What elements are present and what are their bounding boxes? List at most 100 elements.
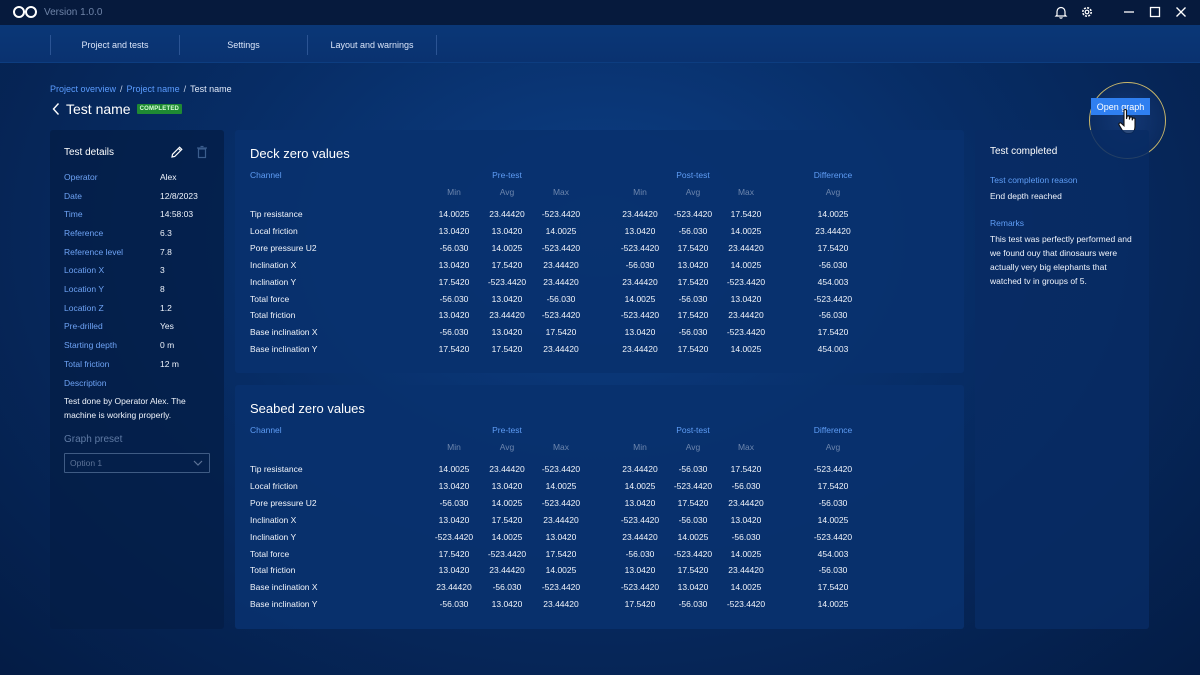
table-cell: 13.0420 [624, 327, 656, 338]
table-cell: 17.5420 [438, 548, 470, 559]
table-cell: -56.030 [625, 259, 655, 270]
table-cell: 17.5420 [438, 276, 470, 287]
table-cell: 14.0025 [491, 242, 523, 253]
notifications-button[interactable] [1052, 3, 1070, 21]
column-subheader: Min [447, 187, 461, 197]
table-row-channel: Local friction [250, 480, 298, 491]
table-cell: 14.0025 [491, 497, 523, 508]
table-cell: 14.0025 [730, 582, 762, 593]
detail-label: Time [64, 209, 83, 219]
detail-row-location-z: Location Z 1.2 [64, 303, 214, 317]
table-cell: 17.5420 [677, 242, 709, 253]
table-cell: -523.4420 [673, 548, 713, 559]
close-button[interactable] [1172, 3, 1190, 21]
table-cell: 13.0420 [438, 225, 470, 236]
detail-label: Location Z [64, 303, 104, 313]
detail-row-starting-depth: Starting depth 0 m [64, 340, 214, 354]
table-cell: -56.030 [818, 497, 848, 508]
table-cell: -56.030 [439, 599, 469, 610]
minimize-button[interactable] [1120, 3, 1138, 21]
completion-reason-label: Test completion reason [990, 175, 1078, 185]
app-version: Version 1.0.0 [44, 7, 103, 18]
table-row-channel: Total friction [250, 565, 296, 576]
table-row-channel: Inclination X [250, 259, 297, 270]
open-graph-button[interactable]: Open graph [1091, 98, 1150, 115]
tab-project-and-tests[interactable]: Project and tests [50, 35, 179, 55]
table-cell: -523.4420 [541, 242, 581, 253]
table-cell: 13.0420 [491, 293, 523, 304]
maximize-button[interactable] [1146, 3, 1164, 21]
table-cell: -523.4420 [620, 242, 660, 253]
table-cell: 13.0420 [438, 514, 470, 525]
table-cell: 14.0025 [624, 480, 656, 491]
table-cell: -523.4420 [673, 209, 713, 219]
breadcrumb-project-name[interactable]: Project name [126, 84, 180, 94]
back-icon[interactable] [52, 102, 60, 116]
table-cell: 17.5420 [624, 599, 656, 610]
table-cell: -56.030 [439, 293, 469, 304]
detail-value: 7.8 [160, 247, 172, 257]
table-cell: 14.0025 [545, 480, 577, 491]
graph-preset-select[interactable]: Option 1 [64, 453, 210, 473]
table-cell: 23.44420 [622, 464, 658, 474]
table-cell: 17.5420 [730, 209, 762, 219]
table-cell: -56.030 [439, 327, 469, 338]
column-subheader: Avg [499, 442, 515, 452]
table-cell: 13.0420 [730, 514, 762, 525]
test-details-title: Test details [64, 147, 115, 158]
infinity-logo-icon [13, 6, 37, 18]
table-cell: 14.0025 [491, 531, 523, 542]
table-cell: 13.0420 [730, 293, 762, 304]
table-cell: 454.003 [817, 276, 849, 287]
description-label: Description [64, 378, 107, 388]
table-cell: -523.4420 [541, 582, 581, 593]
table-cell: 17.5420 [677, 276, 709, 287]
table-row-channel: Total force [250, 293, 290, 304]
table-row-channel: Base inclination Y [250, 599, 318, 610]
table-cell: -56.030 [731, 531, 761, 542]
table-cell: 23.44420 [622, 209, 658, 219]
edit-icon[interactable] [170, 145, 184, 159]
table-cell: 14.0025 [730, 344, 762, 355]
detail-value: 14:58:03 [160, 209, 194, 219]
gear-icon [1082, 7, 1092, 17]
detail-label: Operator [64, 172, 98, 182]
chevron-down-icon [193, 460, 203, 466]
table-cell: 23.44420 [436, 582, 472, 593]
detail-value: 0 m [160, 340, 175, 350]
detail-label: Reference level [64, 247, 124, 257]
tab-layout-and-warnings[interactable]: Layout and warnings [307, 35, 437, 55]
trash-icon[interactable] [195, 145, 209, 159]
table-row-channel: Pore pressure U2 [250, 497, 317, 508]
breadcrumb-project-overview[interactable]: Project overview [50, 84, 117, 94]
settings-button[interactable] [1078, 3, 1096, 21]
table-cell: 13.0420 [491, 599, 523, 610]
table-cell: 14.0025 [545, 565, 577, 576]
detail-label: Reference [64, 228, 104, 238]
table-cell: -523.4420 [541, 464, 581, 474]
minimize-icon [1124, 11, 1134, 13]
detail-value: 6.3 [160, 228, 172, 238]
difference-header: Difference [813, 425, 853, 435]
table-cell: 13.0420 [677, 582, 709, 593]
detail-value: 3 [160, 265, 165, 275]
table-cell: 23.44420 [622, 531, 658, 542]
table-cell: -523.4420 [620, 310, 660, 321]
table-cell: 23.44420 [489, 209, 525, 219]
table-cell: -56.030 [678, 225, 708, 236]
table-cell: 17.5420 [545, 548, 577, 559]
detail-value: 1.2 [160, 303, 172, 313]
table-cell: 23.44420 [728, 242, 764, 253]
tab-settings[interactable]: Settings [179, 35, 307, 55]
table-cell: 23.44420 [622, 276, 658, 287]
channel-header: Channel [250, 425, 282, 435]
detail-row-time: Time 14:58:03 [64, 209, 214, 223]
table-cell: 13.0420 [491, 480, 523, 491]
completion-reason-value: End depth reached [990, 191, 1062, 201]
table-cell: 14.0025 [730, 548, 762, 559]
table-cell: -523.4420 [726, 327, 766, 338]
table-cell: 14.0025 [545, 225, 577, 236]
pre-test-header: Pre-test [492, 425, 522, 435]
graph-preset-label: Graph preset [64, 434, 123, 445]
deck-zero-values-panel: Deck zero values Channel Pre-test Post-tes… [235, 130, 964, 373]
